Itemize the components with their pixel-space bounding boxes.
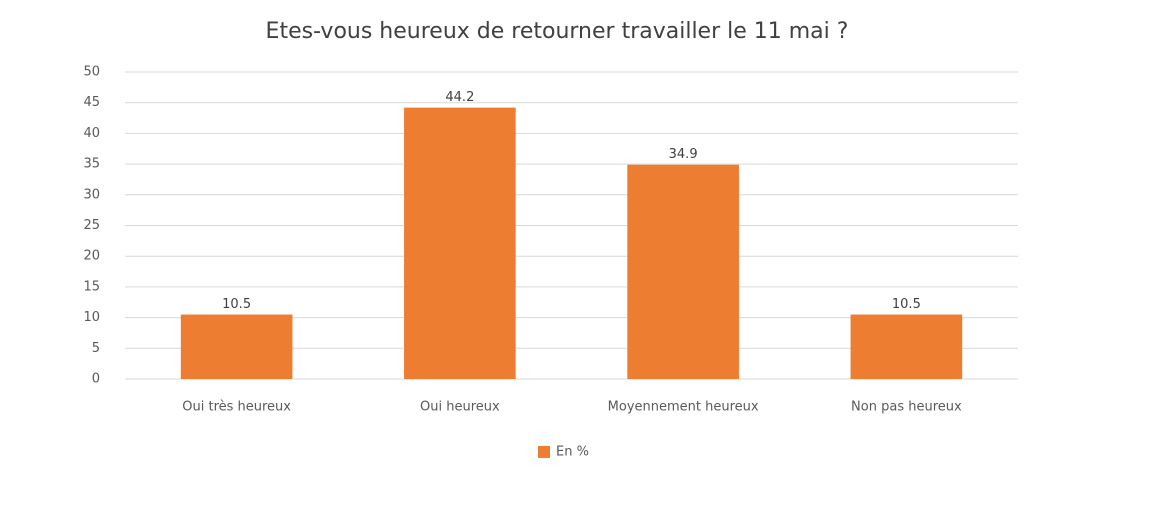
y-tick-label: 0	[92, 372, 100, 387]
y-tick-label: 20	[83, 249, 100, 264]
bar	[180, 314, 293, 379]
y-tick-label: 35	[83, 157, 100, 172]
y-tick-label: 5	[92, 341, 100, 356]
x-tick-label: Non pas heureux	[851, 400, 962, 415]
y-tick-label: 30	[83, 187, 100, 202]
bar	[627, 164, 739, 379]
data-label: 10.5	[222, 297, 251, 312]
y-tick-label: 10	[83, 310, 100, 325]
chart-title: Etes-vous heureux de retourner travaille…	[266, 19, 849, 44]
data-label: 44.2	[445, 90, 474, 105]
x-tick-label: Oui très heureux	[182, 400, 291, 415]
y-tick-label: 25	[83, 218, 100, 233]
y-tick-label: 50	[83, 65, 100, 80]
data-label: 10.5	[892, 297, 921, 312]
x-tick-label: Oui heureux	[420, 400, 500, 415]
bar	[404, 107, 516, 379]
y-tick-label: 45	[83, 95, 100, 110]
y-tick-label: 40	[83, 126, 100, 141]
legend-label: En %	[556, 445, 589, 460]
y-tick-label: 15	[83, 279, 100, 294]
bar	[850, 314, 963, 379]
x-tick-label: Moyennement heureux	[608, 400, 759, 415]
legend-swatch	[538, 446, 550, 458]
data-label: 34.9	[669, 147, 698, 162]
